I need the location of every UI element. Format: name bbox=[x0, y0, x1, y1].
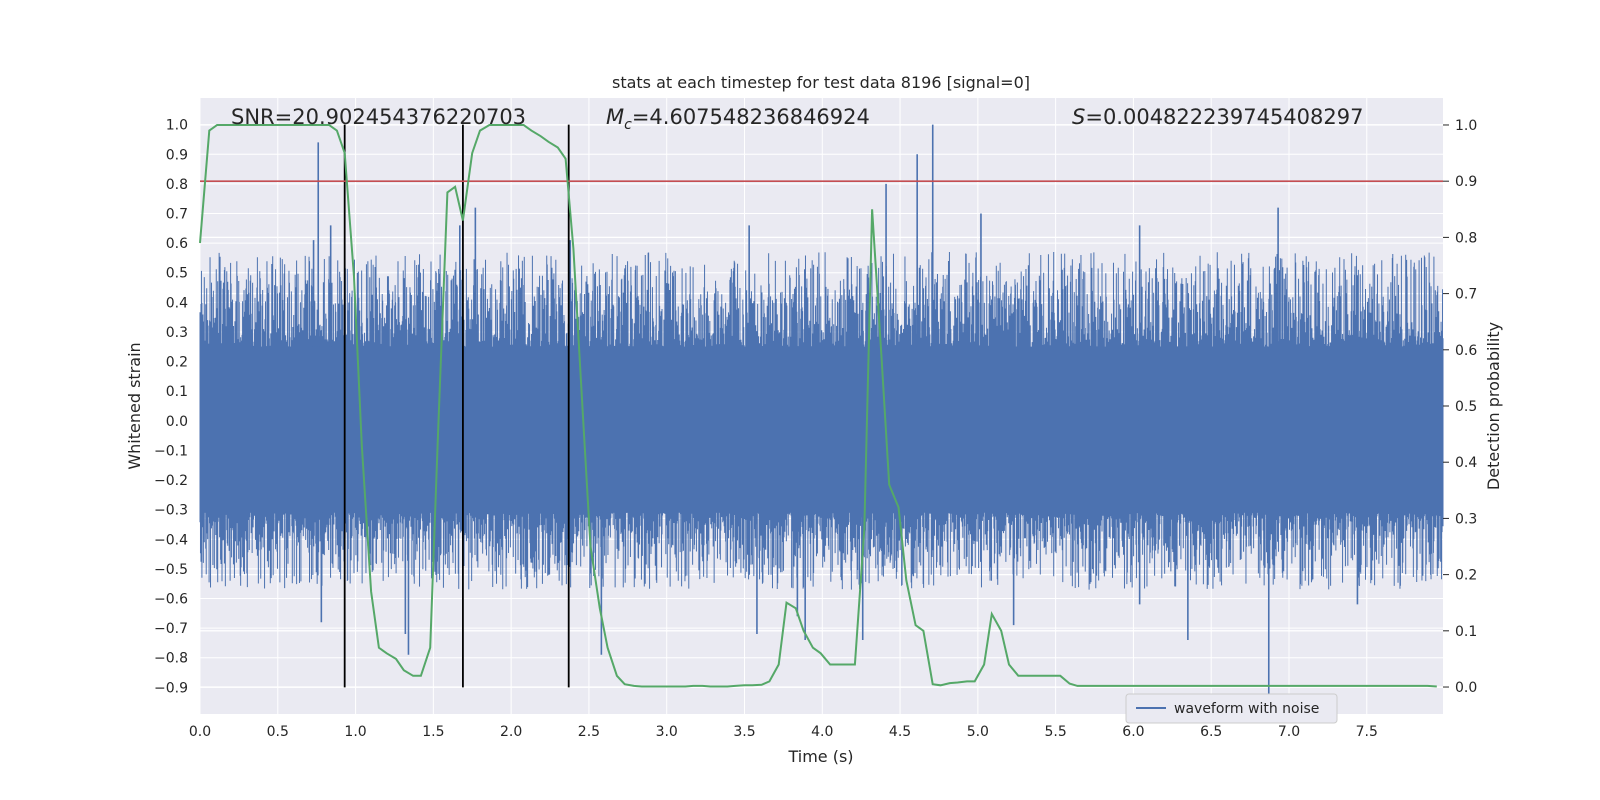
x-tick-label: 4.5 bbox=[889, 724, 911, 740]
y-axis-ticks: −0.9 −0.8 −0.7 −0.6 −0.5 −0.4 −0.3 −0.2 −0.1 0.0 0… bbox=[154, 118, 188, 697]
x-tick-label: 2.0 bbox=[500, 724, 522, 740]
chirp-mass-symbol: M bbox=[606, 105, 624, 129]
y-tick-label: 0.1 bbox=[166, 384, 188, 400]
y-tick-label: 0.7 bbox=[166, 207, 188, 223]
y-tick-label: −0.8 bbox=[154, 651, 188, 667]
chart-title: stats at each timestep for test data 819… bbox=[612, 73, 1030, 92]
y2-tick-label: 0.0 bbox=[1455, 680, 1477, 696]
x-tick-label: 3.0 bbox=[656, 724, 678, 740]
y2-tick-label: 1.0 bbox=[1455, 118, 1477, 134]
x-tick-label: 5.5 bbox=[1044, 724, 1066, 740]
y-tick-label: 0.6 bbox=[166, 236, 188, 252]
probability-series bbox=[199, 124, 1437, 688]
y2-tick-label: 0.4 bbox=[1455, 455, 1477, 471]
x-tick-label: 6.0 bbox=[1122, 724, 1144, 740]
y-tick-label: 1.0 bbox=[166, 118, 188, 134]
y-tick-label: 0.9 bbox=[166, 147, 188, 163]
y2-tick-label: 0.8 bbox=[1455, 230, 1477, 246]
x-tick-label: 5.0 bbox=[967, 724, 989, 740]
x-axis-ticks: 0.0 0.5 1.0 1.5 2.0 2.5 3.0 3.5 4.0 4.5 5.0 5.5 6.0 6… bbox=[189, 724, 1378, 740]
y-tick-label: 0.3 bbox=[166, 325, 188, 341]
y2-tick-label: 0.2 bbox=[1455, 568, 1477, 584]
x-tick-label: 6.5 bbox=[1200, 724, 1222, 740]
s-value: =0.004822239745408297 bbox=[1085, 105, 1363, 129]
y2-tick-label: 0.9 bbox=[1455, 174, 1477, 190]
y2-tick-label: 0.7 bbox=[1455, 287, 1477, 303]
y-tick-label: −0.4 bbox=[154, 532, 188, 548]
y-axis-label: Whitened strain bbox=[125, 342, 144, 469]
x-axis-label: Time (s) bbox=[787, 747, 853, 766]
y-tick-label: 0.8 bbox=[166, 177, 188, 193]
x-tick-label: 2.5 bbox=[578, 724, 600, 740]
y-tick-label: 0.0 bbox=[166, 414, 188, 430]
chirp-mass-subscript: c bbox=[624, 117, 632, 133]
s-symbol: S bbox=[1072, 105, 1085, 129]
y-tick-label: −0.2 bbox=[154, 473, 188, 489]
y-tick-label: −0.1 bbox=[154, 443, 188, 459]
snr-annotation: SNR=20.902454376220703 bbox=[231, 105, 526, 129]
chirp-mass-value: =4.607548236846924 bbox=[632, 105, 870, 129]
x-tick-label: 4.0 bbox=[811, 724, 833, 740]
y-tick-label: 0.2 bbox=[166, 355, 188, 371]
y2-tick-label: 0.6 bbox=[1455, 343, 1477, 359]
y-tick-label: −0.7 bbox=[154, 621, 188, 637]
y2-tick-label: 0.5 bbox=[1455, 399, 1477, 415]
x-tick-label: 0.0 bbox=[189, 724, 211, 740]
waveform-series bbox=[199, 124, 1444, 706]
legend: waveform with noise bbox=[1125, 693, 1338, 724]
chirp-mass-annotation: Mc=4.607548236846924 bbox=[606, 105, 870, 133]
x-tick-label: 1.0 bbox=[344, 724, 366, 740]
waveform-core-band bbox=[200, 346, 1443, 513]
y-tick-label: −0.3 bbox=[154, 503, 188, 519]
legend-entry: waveform with noise bbox=[1174, 701, 1319, 717]
y2-axis-ticks: 0.0 0.1 0.2 0.3 0.4 0.5 0.6 0.7 0.8 0.9 1.0 bbox=[1443, 118, 1477, 696]
y2-axis-label: Detection probability bbox=[1484, 322, 1503, 490]
x-tick-label: 1.5 bbox=[422, 724, 444, 740]
y-tick-label: 0.5 bbox=[166, 266, 188, 282]
y-tick-label: 0.4 bbox=[166, 295, 188, 311]
y2-tick-label: 0.1 bbox=[1455, 624, 1477, 640]
x-tick-label: 3.5 bbox=[733, 724, 755, 740]
x-tick-label: 7.0 bbox=[1278, 724, 1300, 740]
y-tick-label: −0.6 bbox=[154, 592, 188, 608]
y-tick-label: −0.5 bbox=[154, 562, 188, 578]
plot-area bbox=[199, 98, 1444, 714]
s-annotation: S=0.004822239745408297 bbox=[1072, 105, 1363, 129]
probability-line bbox=[199, 124, 1437, 688]
x-tick-label: 7.5 bbox=[1356, 724, 1378, 740]
y2-tick-label: 0.3 bbox=[1455, 511, 1477, 527]
y-tick-label: −0.9 bbox=[154, 680, 188, 696]
legend-box bbox=[1125, 693, 1338, 724]
x-tick-label: 0.5 bbox=[267, 724, 289, 740]
